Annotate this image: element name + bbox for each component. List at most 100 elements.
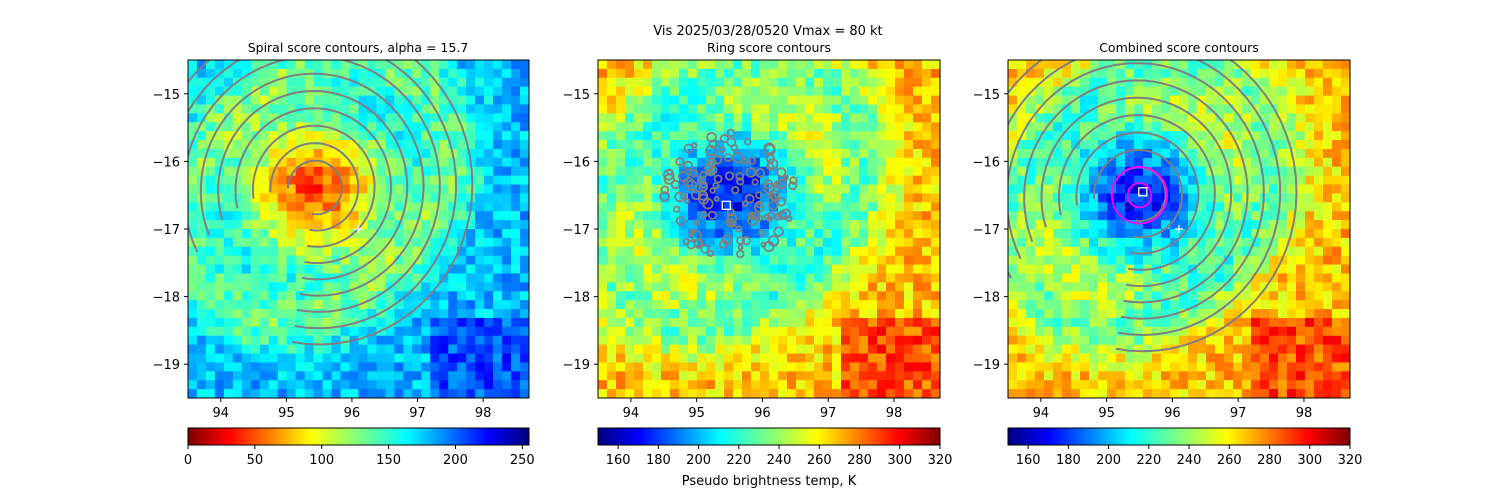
heatmap-cell [430,264,440,275]
colorbar-tick-label: 240 [767,453,792,468]
heatmap-cell [268,300,279,310]
heatmap-cell [1242,300,1252,310]
heatmap-cell [188,282,198,292]
heatmap-cell [1125,175,1135,186]
heatmap-cell [259,309,270,319]
heatmap-cell [313,371,324,381]
heatmap-cell [1035,389,1045,398]
heatmap-cell [1008,95,1018,106]
heatmap-cell [1116,95,1126,106]
heatmap-cell [250,291,261,301]
heatmap-cell [268,317,279,328]
heatmap-cell [805,353,815,364]
heatmap-cell [439,229,449,239]
heatmap-cell [304,166,315,177]
heatmap-cell [268,113,279,123]
heatmap-cell [841,193,851,203]
heatmap-cell [340,184,351,195]
heatmap-cell [484,193,494,203]
heatmap-cell [250,264,261,275]
heatmap-cell [358,104,369,114]
heatmap-cell [922,68,932,79]
heatmap-cell [241,211,252,221]
heatmap-cell [1026,246,1036,257]
heatmap-cell [1035,166,1045,177]
heatmap-cell [760,353,770,364]
heatmap-cell [625,175,635,186]
heatmap-cell [322,211,333,221]
heatmap-cell [430,300,440,310]
heatmap-cell [286,380,297,390]
heatmap-cell [1305,229,1315,239]
heatmap-cell [1053,166,1063,177]
heatmap-cell [1026,282,1036,292]
spiral-contour [199,72,425,297]
heatmap-cell [1332,237,1342,248]
heatmap-cell [1332,389,1342,398]
heatmap-cell [1125,77,1135,88]
heatmap-cell [1089,220,1099,230]
heatmap-cell [367,122,378,132]
heatmap-cell [1107,326,1117,337]
heatmap-cell [286,148,297,159]
heatmap-cell [1314,148,1324,159]
heatmap-cell [904,86,914,97]
heatmap-cell [652,211,662,221]
heatmap-cell [223,86,234,97]
ring-contour [757,229,766,237]
heatmap-cell [805,95,815,106]
heatmap-cell [1044,157,1054,168]
heatmap-cell [376,371,387,381]
heatmap-cell [616,229,626,239]
heatmap-cell [841,264,851,275]
heatmap-cell [805,282,815,292]
heatmap-cell [349,264,360,275]
heatmap-cell [322,166,333,177]
ring-contour [751,178,759,186]
heatmap-cell [922,380,932,390]
heatmap-cell [733,140,743,150]
heatmap-cell [1269,246,1279,257]
heatmap-cell [904,273,914,283]
heatmap-cell [886,211,896,221]
heatmap-cell [1296,273,1306,283]
heatmap-cell [466,317,476,328]
heatmap-cell [769,175,779,186]
heatmap-cell [724,335,734,346]
heatmap-cell [616,202,626,212]
heatmap-cell [313,264,324,275]
heatmap-cell [1071,380,1081,390]
heatmap-cell [259,344,270,355]
heatmap-cell [607,282,617,292]
heatmap-cell [832,220,842,230]
heatmap-cell [895,148,905,159]
heatmap-cell [625,113,635,123]
heatmap-cell [394,131,404,141]
heatmap-cell [1332,86,1342,97]
heatmap-cell [643,273,653,283]
heatmap-cell [913,113,923,123]
heatmap-cell [850,211,860,221]
heatmap-cell [214,131,225,141]
heatmap-cell [904,175,914,186]
heatmap-cell [1224,389,1234,398]
heatmap-cell [634,291,644,301]
heatmap-cell [1323,157,1333,168]
ring-contour [721,234,733,246]
heatmap-cell [286,95,297,106]
heatmap-cell [394,68,404,79]
heatmap-cell [1008,237,1018,248]
heatmap-cell [1062,220,1072,230]
panel-title: Combined score contours [1099,40,1259,55]
heatmap-cell [877,309,887,319]
heatmap-cell [643,291,653,301]
heatmap-cell [340,77,351,88]
heatmap-cell [1296,104,1306,114]
heatmap-cell [688,68,698,79]
heatmap-cell [313,389,324,398]
heatmap-cell [1179,255,1189,266]
heatmap-cell [742,326,752,337]
heatmap-cell [1278,353,1288,364]
heatmap-cell [277,211,288,221]
heatmap-cell [922,317,932,328]
